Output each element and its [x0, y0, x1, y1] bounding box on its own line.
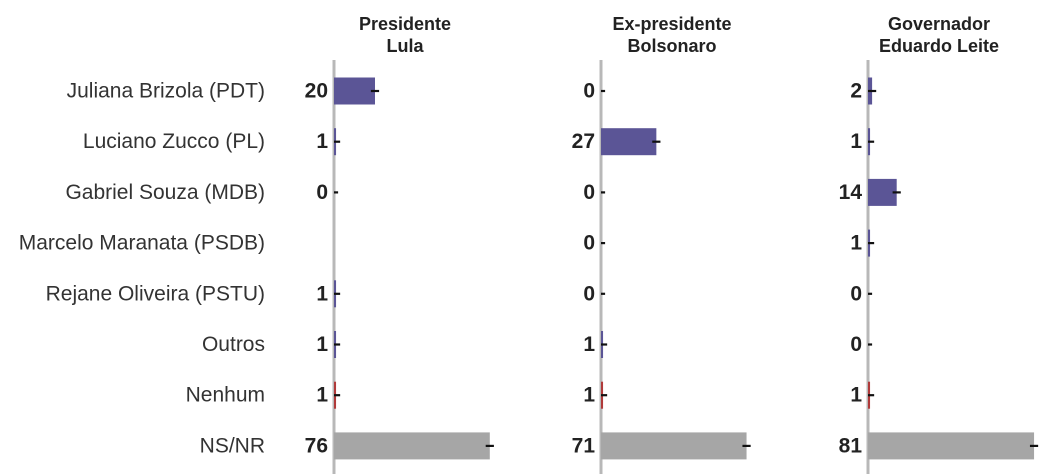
value-label: 1 [316, 130, 328, 153]
value-label: 0 [583, 80, 595, 103]
row-label: Rejane Oliveira (PSTU) [46, 282, 265, 305]
value-label: 1 [316, 282, 328, 305]
bar [868, 432, 1035, 460]
panel-title: Lula [386, 36, 424, 56]
value-label: 2 [850, 80, 862, 103]
bar [868, 178, 897, 206]
row-label: Marcelo Maranata (PSDB) [19, 232, 265, 255]
panel-title: Bolsonaro [627, 36, 716, 56]
panel-title: Governador [888, 14, 990, 34]
value-label: 0 [583, 232, 595, 255]
value-label: 0 [850, 333, 862, 356]
row-label: Luciano Zucco (PL) [83, 130, 265, 153]
value-label: 0 [850, 282, 862, 305]
panel-title: Eduardo Leite [879, 36, 999, 56]
row-label: Nenhum [186, 384, 265, 407]
row-label: Juliana Brizola (PDT) [67, 80, 265, 103]
value-label: 27 [572, 130, 595, 153]
bar [601, 432, 747, 460]
row-label: Outros [202, 333, 265, 356]
value-label: 1 [583, 333, 595, 356]
panel-title: Presidente [359, 14, 451, 34]
bar [334, 77, 375, 105]
bar [334, 432, 490, 460]
value-label: 76 [305, 434, 328, 457]
value-label: 1 [583, 384, 595, 407]
row-labels: Juliana Brizola (PDT) Luciano Zucco (PL) G… [19, 80, 265, 458]
panel-title: Ex-presidente [612, 14, 731, 34]
value-label: 0 [316, 181, 328, 204]
value-label: 1 [316, 384, 328, 407]
value-label: 14 [839, 181, 863, 204]
value-label: 1 [850, 384, 862, 407]
value-label: 0 [583, 282, 595, 305]
row-label: NS/NR [200, 434, 265, 457]
value-label: 1 [316, 333, 328, 356]
row-label: Gabriel Souza (MDB) [65, 181, 265, 204]
panels: PresidenteLula201011176Ex-presidenteBols… [305, 14, 1039, 474]
value-label: 0 [583, 181, 595, 204]
bar [601, 128, 657, 156]
value-label: 20 [305, 80, 328, 103]
value-label: 1 [850, 130, 862, 153]
value-label: 81 [839, 434, 863, 457]
value-label: 71 [572, 434, 596, 457]
value-label: 1 [850, 232, 862, 255]
